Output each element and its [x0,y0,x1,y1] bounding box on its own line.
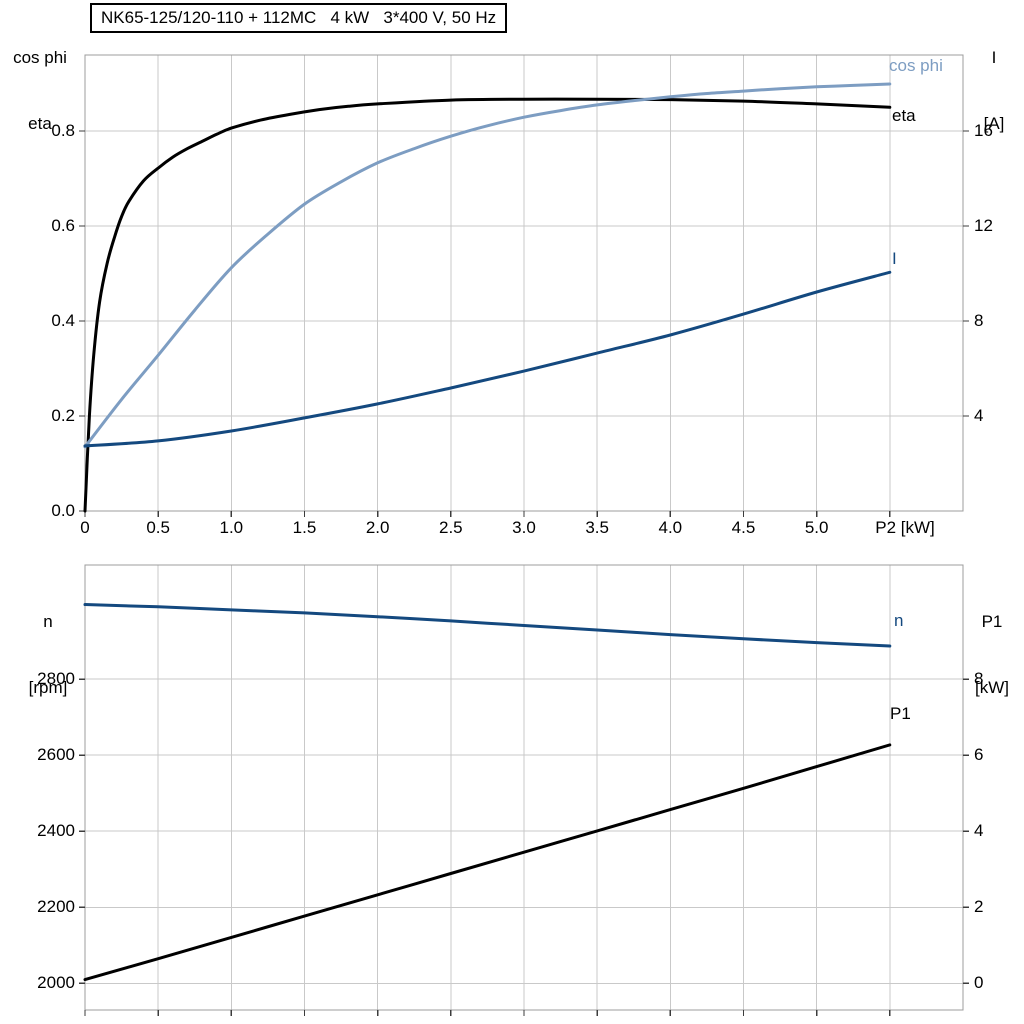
x-tick-label: 1.0 [219,518,244,537]
x-tick-label: 3.5 [585,518,609,537]
curve-eta [83,97,892,513]
x-tick-label: 0 [80,518,90,537]
axis-title-speed: n [43,612,53,631]
left-tick-label: 0.6 [51,216,75,236]
right-tick-label: 4 [974,821,984,841]
bottom-right-axis-title: P1 [kW] [966,567,1018,743]
axis-title-eta: eta [28,114,52,133]
chart-title-box: NK65-125/120-110 + 112MC 4 kW 3*400 V, 5… [90,3,508,33]
x-tick-label: 2.0 [365,518,390,537]
curve-p1 [83,743,892,982]
bottom-left-axis-title: n [rpm] [18,567,78,743]
x-tick-label: 4.0 [658,518,683,537]
axis-title-current: I [991,48,997,67]
left-tick-label: 2200 [37,897,75,917]
axis-title-p1: P1 [981,612,1003,631]
curve-i [83,270,892,448]
right-tick-label: 8 [974,311,984,331]
right-tick-label: 4 [974,406,984,426]
left-tick-label: 0.2 [51,406,75,426]
left-tick-label: 0.8 [51,121,75,141]
x-tick-label: 2.5 [439,518,463,537]
x-tick-label: 5.0 [804,518,829,537]
eta-curve-label: eta [892,106,916,125]
x-tick-label: 1.5 [292,518,317,537]
current-curve-label: I [892,249,897,268]
axis-title-speed-unit: [rpm] [28,678,68,697]
top-right-axis-title: I [A] [970,3,1018,179]
axis-title-current-unit: [A] [983,114,1005,133]
left-tick-label: 0.4 [51,311,75,331]
left-tick-label: 0.0 [51,501,75,521]
cos-phi-curve-label: cos phi [889,56,943,75]
right-tick-label: 2 [974,897,984,917]
curve-cos-phi [83,82,892,449]
right-tick-label: 6 [974,745,984,765]
x-tick-label: 4.5 [731,518,756,537]
axis-title-p1-unit: [kW] [975,678,1009,697]
left-tick-label: 2400 [37,821,75,841]
right-tick-label: 0 [974,973,984,993]
speed-curve-label: n [894,611,904,630]
left-tick-label: 2000 [37,973,75,993]
right-tick-label: 12 [974,216,993,236]
x-tick-label: 3.0 [512,518,536,537]
right-tick-label: 8 [974,669,984,689]
p1-curve-label: P1 [890,704,911,723]
left-tick-label: 2600 [37,745,75,765]
right-tick-label: 16 [974,121,993,141]
curve-n [83,603,892,648]
left-tick-label: 2800 [37,669,75,689]
x-tick-label: 0.5 [146,518,170,537]
top-left-axis-title: cos phi eta [6,3,74,179]
axis-title-cos-phi: cos phi [13,48,67,67]
x-axis-title: P2 [kW] [875,518,935,537]
